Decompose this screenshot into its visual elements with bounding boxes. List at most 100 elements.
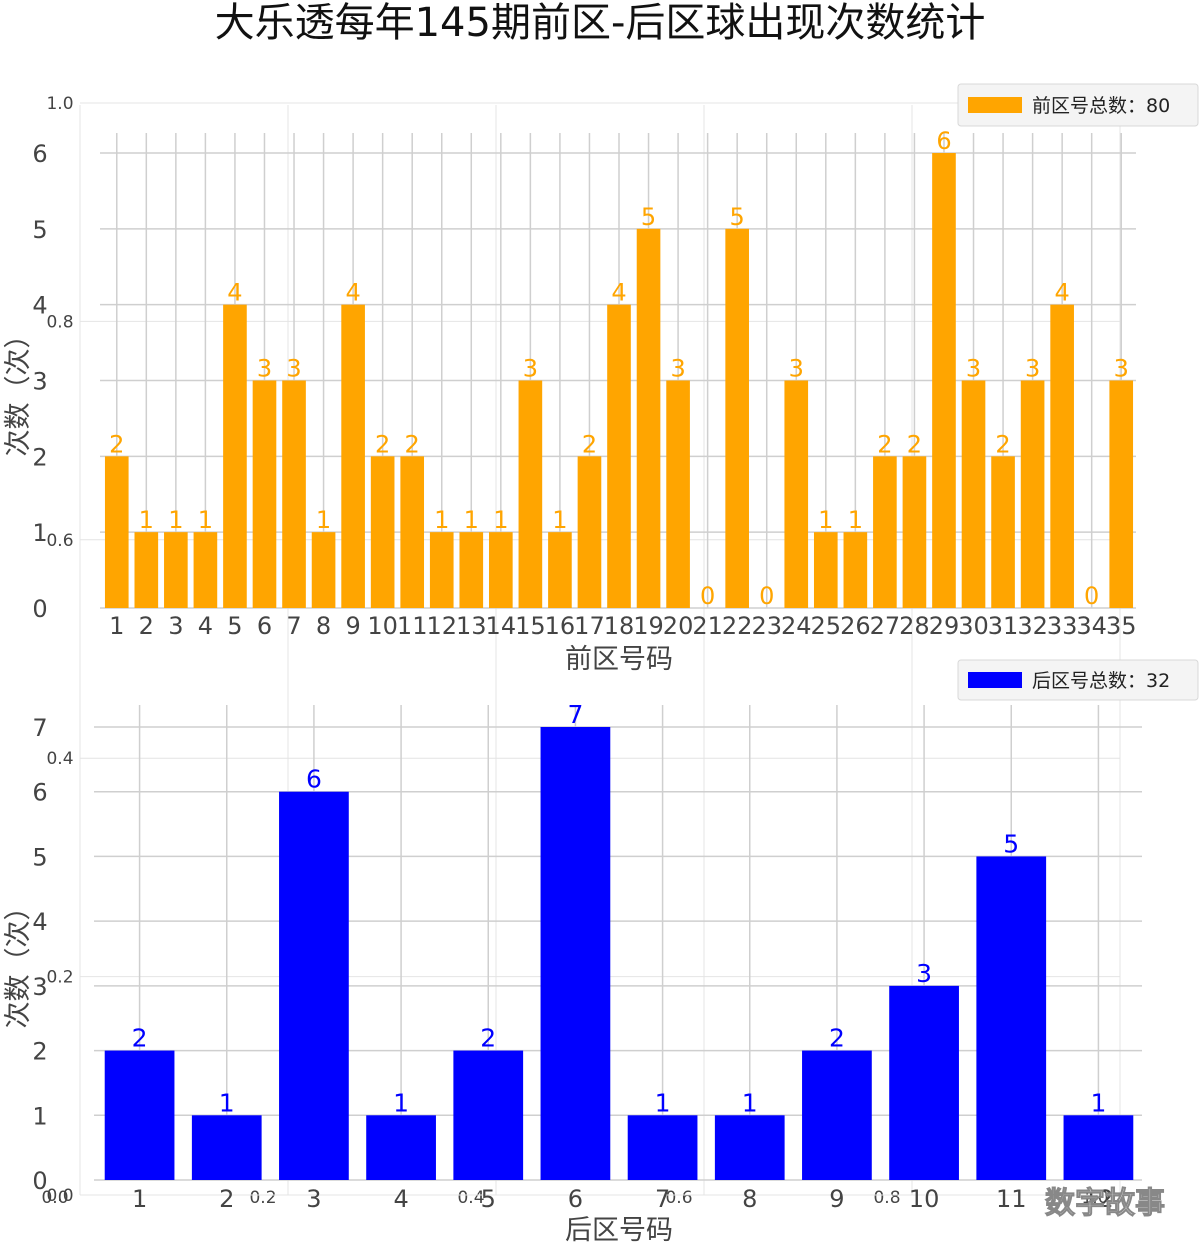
ghost-y-tick: 0.0 [46, 1186, 73, 1206]
bar-value-label: 5 [641, 203, 656, 231]
x-tick-label: 20 [663, 612, 694, 640]
x-tick-label: 1 [132, 1185, 147, 1213]
x-tick-label: 35 [1106, 612, 1137, 640]
x-tick-label: 21 [692, 612, 723, 640]
bar [489, 532, 513, 608]
bar-value-label: 2 [405, 430, 420, 458]
x-tick-label: 14 [486, 612, 517, 640]
bar-value-label: 1 [316, 506, 331, 534]
x-tick-label: 16 [545, 612, 576, 640]
bar-value-label: 1 [393, 1088, 409, 1117]
y-tick-label: 2 [32, 1038, 47, 1066]
bar-value-label: 1 [848, 506, 863, 534]
legend-label: 后区号总数：32 [1032, 670, 1170, 692]
bar [991, 456, 1015, 608]
bar [540, 727, 611, 1180]
bar [725, 228, 749, 609]
bar [813, 532, 838, 608]
bar [607, 304, 631, 608]
bar-value-label: 2 [582, 430, 597, 458]
x-tick-label: 34 [1076, 612, 1107, 640]
bar [400, 456, 425, 608]
ghost-x-tick: 0.8 [873, 1188, 900, 1208]
back-zone-chart: 01234567211263142576171829310511112后区号码次… [3, 659, 1199, 1246]
y-tick-label: 7 [32, 714, 47, 742]
bar [453, 1050, 524, 1180]
bar [666, 380, 690, 608]
y-tick-label: 6 [32, 140, 47, 168]
bar [193, 532, 218, 608]
x-tick-label: 1 [109, 612, 124, 640]
bar [429, 532, 454, 608]
ghost-x-tick: 0.0 [41, 1188, 68, 1208]
x-tick-label: 4 [393, 1185, 408, 1213]
bar-value-label: 1 [655, 1088, 671, 1117]
x-tick-label: 6 [568, 1185, 583, 1213]
bar [784, 380, 809, 608]
y-tick-label: 6 [32, 779, 47, 807]
bar-value-label: 4 [611, 279, 626, 307]
bar-value-label: 1 [139, 506, 154, 534]
bar [191, 1115, 262, 1180]
bar [976, 856, 1047, 1180]
x-tick-label: 6 [257, 612, 272, 640]
y-tick-label: 1 [32, 1102, 47, 1130]
bar-value-label: 2 [907, 430, 922, 458]
ghost-y-tick: 1.0 [46, 94, 73, 114]
bar [104, 456, 129, 608]
bar-value-label: 3 [670, 355, 685, 383]
x-tick-label: 26 [840, 612, 871, 640]
bar-value-label: 3 [286, 355, 301, 383]
bar [223, 304, 247, 608]
legend: 后区号总数：32 [957, 659, 1199, 701]
bar [1050, 304, 1074, 608]
x-tick-label: 23 [751, 612, 782, 640]
bar [843, 532, 868, 608]
x-tick-label: 11 [996, 1185, 1027, 1213]
bar [279, 791, 349, 1180]
x-tick-label: 13 [456, 612, 487, 640]
legend-box [957, 83, 1199, 127]
x-tick-label: 19 [633, 612, 664, 640]
bar-value-label: 2 [109, 430, 124, 458]
y-axis-label: 次数（次） [3, 894, 34, 1029]
x-tick-label: 17 [574, 612, 605, 640]
legend-swatch [968, 97, 1022, 113]
ghost-y-tick: 0.4 [46, 749, 73, 769]
bar [370, 456, 395, 608]
bar-value-label: 3 [523, 355, 538, 383]
bar [341, 304, 365, 608]
bar-value-label: 2 [132, 1024, 148, 1053]
bar-value-label: 7 [567, 700, 583, 729]
bar-value-label: 5 [730, 203, 745, 231]
x-tick-label: 32 [1017, 612, 1048, 640]
legend-box [957, 659, 1199, 701]
bar [873, 456, 897, 608]
x-tick-label: 12 [426, 612, 457, 640]
x-tick-label: 10 [367, 612, 398, 640]
ghost-y-tick: 0.8 [46, 312, 73, 332]
x-tick-label: 8 [316, 612, 331, 640]
x-tick-label: 31 [988, 612, 1019, 640]
bar-value-label: 2 [375, 430, 390, 458]
bar-value-label: 3 [916, 959, 932, 988]
x-axis-label: 后区号码 [565, 1215, 673, 1245]
x-tick-label: 9 [829, 1185, 844, 1213]
bar [961, 380, 986, 608]
bar-value-label: 1 [464, 506, 479, 534]
bar [311, 532, 336, 608]
bar [714, 1115, 785, 1180]
bar-value-label: 3 [1114, 355, 1129, 383]
bar-value-label: 3 [1025, 355, 1040, 383]
y-tick-label: 5 [32, 843, 47, 871]
bar [252, 380, 277, 608]
x-tick-label: 2 [219, 1185, 234, 1213]
bar-value-label: 2 [995, 430, 1010, 458]
bar-value-label: 3 [966, 355, 981, 383]
x-tick-label: 33 [1047, 612, 1078, 640]
ghost-y-tick: 0.2 [46, 968, 73, 988]
bar [1020, 380, 1045, 608]
x-tick-label: 24 [781, 612, 812, 640]
